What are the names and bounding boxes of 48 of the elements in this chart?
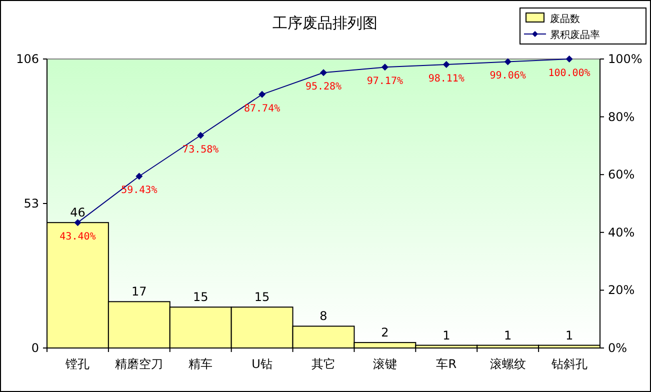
data-label: 59.43% [121, 185, 158, 196]
y2-tick-label: 0% [608, 341, 628, 355]
x-tick-label: 其它 [312, 357, 336, 371]
x-tick-label: 滚螺纹 [490, 357, 526, 371]
x-tick-label: 滚键 [372, 357, 397, 371]
data-label: 97.17% [366, 76, 404, 88]
x-tick-label: 钻斜孔 [550, 357, 588, 371]
data-label: 87.74% [244, 103, 280, 114]
y2-tick-label: 40% [608, 225, 635, 240]
y-tick-label: 106 [16, 52, 39, 66]
data-label: 17 [132, 284, 147, 299]
data-label: 1 [442, 328, 450, 342]
point [381, 64, 388, 71]
y2-tick-label: 100% [608, 52, 642, 66]
data-label: 46 [70, 206, 86, 220]
point [442, 60, 450, 68]
chart-title: 工序废品排列图 [272, 14, 378, 32]
data-label: 1 [565, 328, 574, 342]
x-tick-label: 镗孔 [64, 357, 90, 371]
point [197, 132, 204, 139]
data-label: 2 [381, 326, 389, 340]
data-label: 95.28% [305, 82, 342, 93]
data-label: 15 [192, 290, 208, 304]
data-label: 99.06% [490, 70, 526, 82]
data-label: 43.40% [60, 232, 96, 243]
legend-label: 废品数 [550, 13, 580, 25]
point [258, 90, 266, 98]
x-tick-label: 车R [436, 357, 457, 371]
x-tick-label: 精车 [188, 357, 213, 371]
data-label: 15 [254, 290, 270, 304]
point [74, 219, 82, 226]
point [320, 69, 327, 76]
y2-tick-label: 20% [608, 283, 635, 298]
legend-label: 累积废品率 [550, 29, 600, 41]
point [566, 56, 573, 62]
data-label: 73.58% [182, 144, 219, 156]
y2-tick-label: 60% [608, 168, 635, 182]
point [504, 58, 512, 66]
data-label: 1 [504, 328, 512, 342]
data-label: 8 [320, 309, 328, 324]
point [136, 172, 143, 180]
x-tick-label: 精磨空刀 [115, 357, 164, 371]
y-tick-label: 0 [31, 341, 39, 355]
y2-tick-label: 80% [608, 110, 635, 124]
data-label: 98.11% [428, 73, 464, 84]
data-label: 100.00% [548, 68, 590, 79]
x-tick-label: U钻 [252, 357, 272, 371]
y-tick-label: 53 [24, 196, 39, 210]
